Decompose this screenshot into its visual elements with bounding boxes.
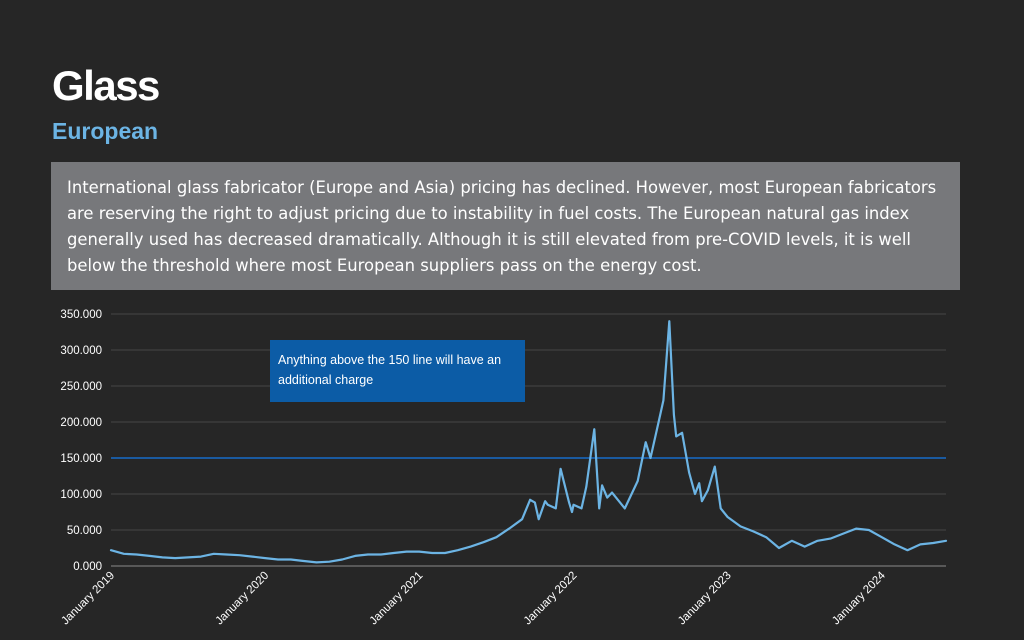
annotation-box: Anything above the 150 line will have an…: [270, 340, 525, 402]
y-tick-label: 350.000: [60, 309, 102, 321]
annotation-background: [270, 340, 525, 402]
page-title: Glass: [52, 62, 160, 109]
x-axis-ticks: January 2019 January 2020 January 2021 Janu…: [59, 569, 888, 627]
y-axis-ticks: 0.000 50.000 100.000 150.000 200.000 250.000 3…: [60, 309, 102, 573]
y-tick-label: 200.000: [60, 417, 102, 429]
x-tick-label: January 2024: [830, 569, 888, 627]
x-tick-label: January 2022: [522, 570, 580, 628]
page-subtitle: European: [52, 118, 159, 144]
description-box: International glass fabricator (Europe a…: [51, 162, 960, 290]
y-tick-label: 250.000: [60, 381, 102, 393]
annotation-text: Anything above the 150 line will have an…: [278, 353, 502, 387]
x-tick-label: January 2020: [214, 570, 272, 628]
y-tick-label: 300.000: [60, 345, 102, 357]
x-tick-label: January 2021: [368, 570, 426, 628]
gas-price-chart: 0.000 50.000 100.000 150.000 200.000 250.000 3…: [59, 309, 948, 627]
y-tick-label: 50.000: [67, 525, 102, 537]
y-tick-label: 0.000: [73, 561, 102, 573]
series-line: [109, 320, 948, 564]
y-tick-label: 150.000: [60, 453, 102, 465]
x-tick-label: January 2019: [59, 570, 117, 628]
x-tick-label: January 2023: [676, 570, 734, 628]
grid-lines: [111, 313, 946, 567]
y-tick-label: 100.000: [60, 489, 102, 501]
